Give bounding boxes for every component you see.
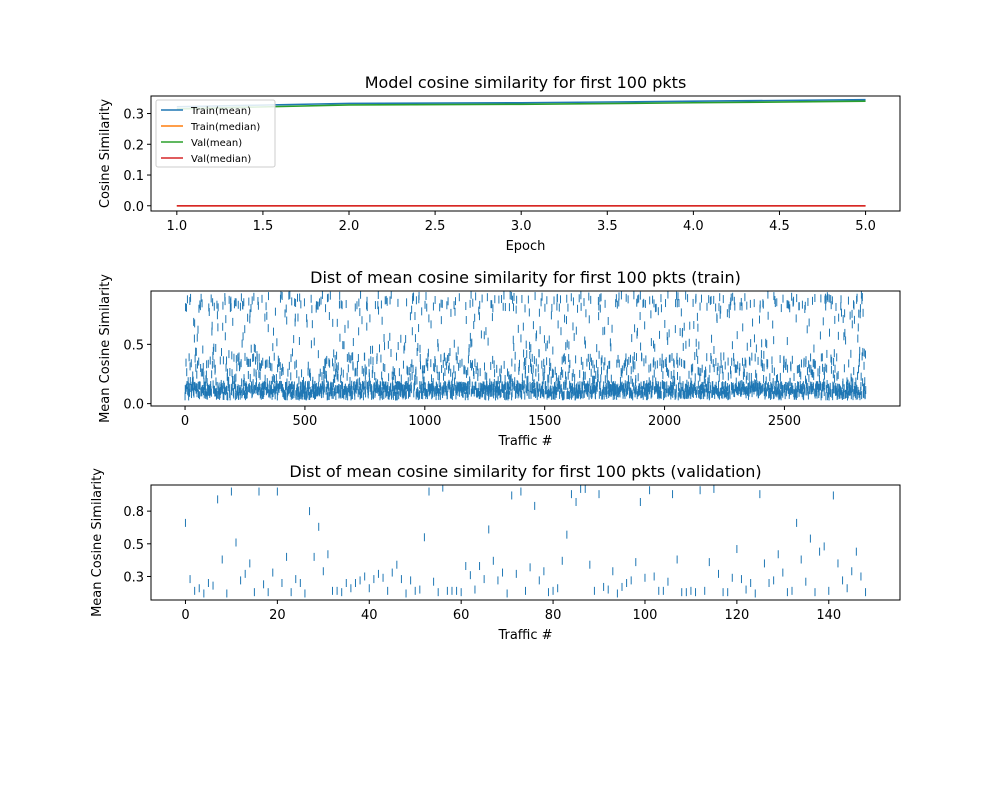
x-axis-label: Epoch [506,239,546,254]
x-tick-label: 40 [361,608,378,623]
x-tick-label: 2.5 [425,219,446,234]
x-tick-label: 3.5 [597,219,618,234]
y-tick-label: 0.0 [123,398,144,413]
legend-entry: Val(median) [191,154,251,165]
plot-area [184,291,867,401]
x-tick-label: 1.0 [166,219,187,234]
legend-entry: Val(mean) [191,138,242,149]
subplot-1: Model cosine similarity for first 100 pk… [98,73,901,254]
y-axis-label: Mean Cosine Similarity [90,468,105,617]
x-tick-label: 60 [453,608,470,623]
y-tick-label: 0.5 [123,538,144,553]
x-tick-label: 2500 [768,414,801,429]
x-tick-label: 500 [293,414,318,429]
x-tick-label: 100 [633,608,658,623]
y-tick-label: 0.0 [123,200,144,215]
axes-frame [150,484,901,601]
series-line-val-mean- [176,100,866,110]
x-tick-label: 140 [816,608,841,623]
x-tick-label: 1.5 [253,219,274,234]
y-tick-label: 0.2 [123,138,144,153]
y-tick-label: 0.3 [123,570,144,585]
x-tick-label: 0 [181,608,189,623]
x-tick-label: 2000 [648,414,681,429]
y-axis-label: Mean Cosine Similarity [98,274,113,423]
x-tick-label: 1000 [408,414,441,429]
x-axis-label: Traffic # [497,628,552,643]
subplot-title: Dist of mean cosine similarity for first… [289,462,761,481]
x-tick-label: 1500 [528,414,561,429]
y-tick-label: 0.1 [123,169,144,184]
x-tick-label: 3.0 [511,219,532,234]
x-tick-label: 5.0 [855,219,876,234]
x-tick-label: 4.0 [683,219,704,234]
plot-area [176,98,866,207]
axes-frame [150,290,901,407]
legend-entry: Train(median) [190,122,260,133]
x-tick-label: 2.0 [339,219,360,234]
x-tick-label: 0 [181,414,189,429]
legend-box [155,99,276,168]
y-axis-label: Cosine Similarity [98,99,113,209]
subplot-2: Dist of mean cosine similarity for first… [98,268,901,449]
x-tick-label: 4.5 [769,219,790,234]
x-tick-label: 120 [724,608,749,623]
plot-area [184,485,867,598]
y-tick-label: 0.8 [123,505,144,520]
y-tick-label: 0.5 [123,338,144,353]
x-axis-label: Traffic # [497,434,552,449]
legend: Train(mean) Train(median) Val(mean) Val(med… [155,99,276,168]
x-tick-label: 20 [269,608,286,623]
axes-frame [150,95,901,212]
y-tick-label: 0.3 [123,108,144,123]
subplot-title: Dist of mean cosine similarity for first… [310,268,741,287]
series-line-train-mean- [176,98,866,108]
subplot-title: Model cosine similarity for first 100 pk… [365,73,687,92]
legend-entry: Train(mean) [190,106,251,117]
x-tick-label: 80 [545,608,562,623]
subplot-3: Dist of mean cosine similarity for first… [90,462,901,643]
